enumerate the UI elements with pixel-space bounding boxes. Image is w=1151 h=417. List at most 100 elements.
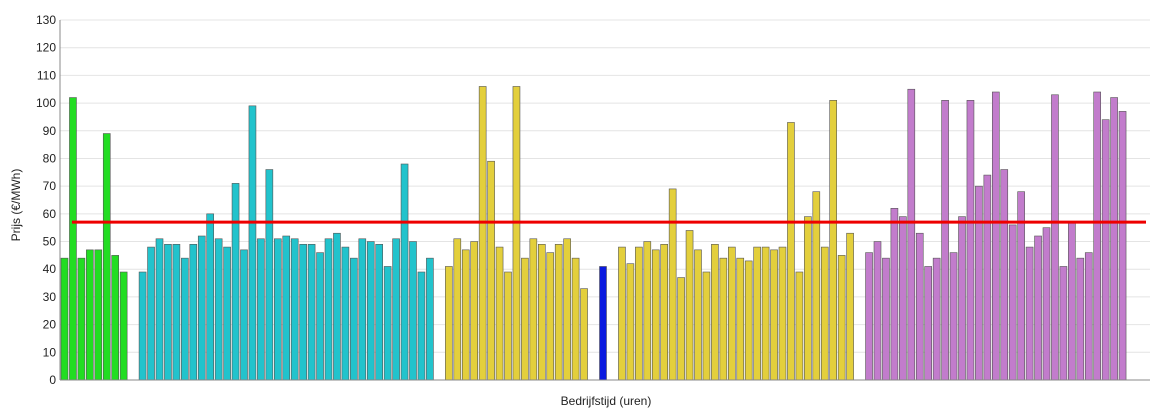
bar-cyan [189,244,198,381]
bar-yellow [546,252,555,381]
bar-purple [941,100,949,381]
bar-cyan [223,246,231,381]
bar-yellow [571,257,580,381]
bar-green [77,257,86,381]
bar-green [94,249,103,381]
bar-cyan [417,271,426,381]
bar-cyan [206,213,214,381]
bar-purple [966,100,975,381]
bar-blue [599,266,607,381]
y-tick-label: 20 [43,318,57,332]
bar-green [69,97,77,381]
bar-yellow [719,257,728,381]
bar-cyan [197,235,206,381]
bar-yellow [445,266,453,381]
bar-yellow [685,230,694,381]
bar-yellow [495,246,504,381]
bar-cyan [181,257,189,381]
y-tick-label: 30 [43,290,57,304]
bar-purple [1059,266,1068,381]
bar-purple [882,257,890,381]
bar-purple [958,216,966,381]
bar-cyan [172,244,181,381]
bar-purple [932,257,941,381]
bar-purple [890,208,899,381]
bar-cyan [214,238,223,381]
bar-yellow [761,246,770,381]
bar-green [60,257,69,381]
bar-yellow [504,271,512,381]
y-tick-label: 130 [36,13,56,27]
bar-cyan [147,246,155,381]
bar-yellow [668,188,677,381]
y-axis-title: Prijs (€/MWh) [9,169,23,242]
bar-yellow [804,216,812,381]
bar-purple [1101,119,1110,381]
y-tick-label: 80 [43,151,57,165]
bar-yellow [635,246,643,381]
y-tick-label: 0 [49,373,56,387]
bar-cyan [299,244,307,381]
bar-yellow [461,249,470,381]
bar-purple [1008,224,1017,381]
bar-yellow [487,160,495,381]
bar-purple [899,216,907,381]
bar-yellow [787,122,795,381]
bar-purple [1025,246,1034,381]
bar-green [86,249,94,381]
bar-yellow [778,246,787,381]
bar-purple [1076,257,1085,381]
bar-cyan [383,266,392,381]
bar-yellow [677,277,685,381]
bar-cyan [333,232,341,381]
bar-yellow [478,86,487,381]
bar-yellow [626,263,635,381]
bar-cyan [375,244,384,381]
bar-cyan [426,257,434,381]
bar-cyan [265,169,274,381]
bar-cyan [324,238,333,381]
bar-cyan [307,244,316,381]
y-tick-label: 40 [43,262,57,276]
bar-cyan [273,238,282,381]
bar-cyan [248,105,257,381]
bar-yellow [694,249,702,381]
y-tick-label: 60 [43,207,57,221]
y-tick-label: 70 [43,179,57,193]
bar-yellow [529,238,538,381]
y-tick-label: 120 [36,41,56,55]
bar-yellow [660,244,669,381]
bar-purple [991,91,1000,381]
bar-yellow [554,244,563,381]
y-tick-label: 10 [43,345,57,359]
bar-yellow [521,257,529,381]
bar-cyan [164,244,172,381]
bar-purple [1000,169,1009,381]
bar-yellow [812,191,821,381]
bar-yellow [820,246,829,381]
bar-cyan [282,235,291,381]
bar-purple [1034,235,1042,381]
y-tick-label: 100 [36,96,56,110]
x-axis-title: Bedrijfstijd (uren) [561,394,652,408]
bar-cyan [400,163,409,381]
bar-yellow [618,246,626,381]
bar-yellow [770,249,778,381]
bar-purple [1051,94,1059,381]
bar-purple [949,252,958,381]
bar-cyan [155,238,164,381]
bar-purple [907,88,916,381]
bar-purple [1042,227,1051,381]
bar-yellow [470,241,479,381]
bar-purple [1068,221,1076,381]
bar-cyan [350,257,358,381]
bar-yellow [846,232,854,381]
bar-purple [1017,191,1025,381]
bar-yellow [580,288,588,381]
bar-cyan [366,241,375,381]
bar-yellow [651,249,660,381]
bar-purple [1093,91,1101,381]
bar-yellow [537,244,546,381]
y-tick-label: 90 [43,124,57,138]
bar-cyan [231,183,240,381]
